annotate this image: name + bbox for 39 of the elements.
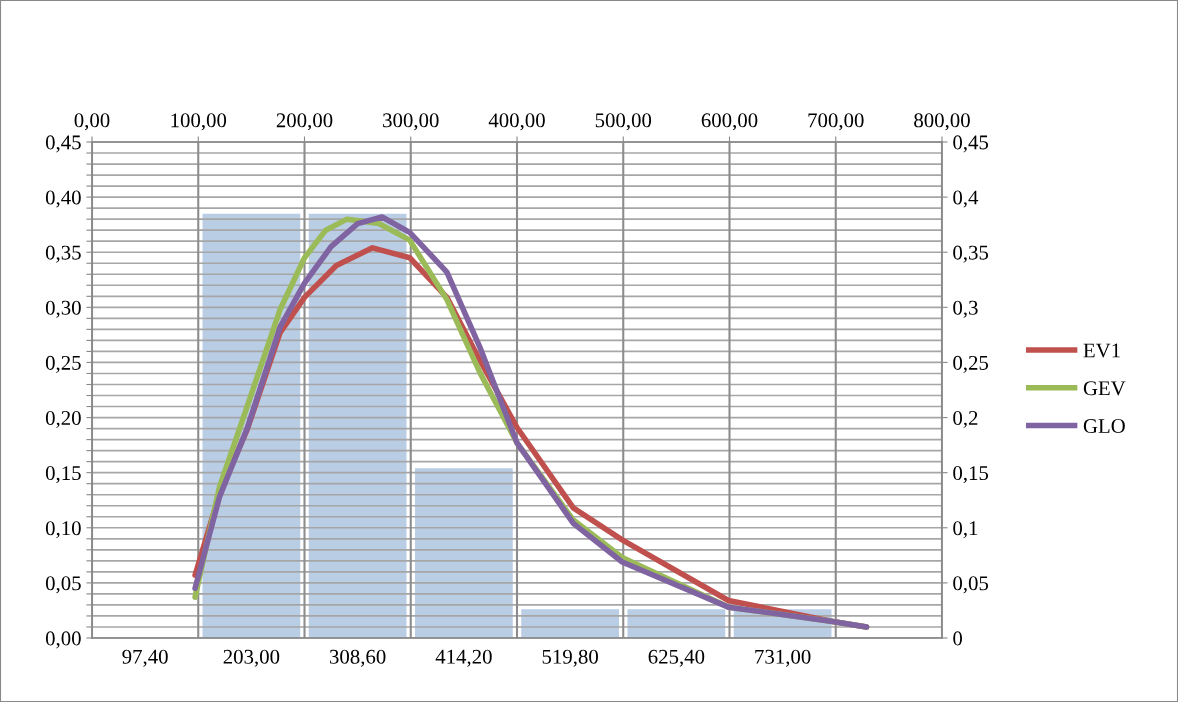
y2-tick-label: 0,1 [953, 521, 978, 539]
x2-tick-label: 700,00 [808, 113, 864, 131]
x-tick-label: 308,60 [329, 649, 386, 667]
y-tick-label: 0,10 [45, 521, 81, 539]
x2-tick-label: 100,00 [171, 113, 227, 131]
y2-tick-label: 0,25 [953, 355, 989, 373]
x-tick-label: 519,80 [542, 649, 598, 667]
y2-tick-label: 0,4 [953, 190, 979, 208]
x2-tick-label: 300,00 [383, 113, 439, 131]
x2-tick-label: 600,00 [701, 113, 758, 131]
y2-tick-label: 0 [953, 631, 963, 646]
x-tick-label: 625,40 [648, 649, 705, 667]
y-tick-label: 0,35 [45, 245, 81, 263]
x-tick-label: 97,40 [122, 649, 168, 667]
x2-tick-label: 0,00 [74, 113, 110, 131]
x2-tick-label: 400,00 [488, 113, 545, 131]
y2-tick-label: 0,2 [953, 410, 978, 428]
x-tick-label: 203,00 [223, 649, 280, 667]
x-tick-label: 731,00 [755, 649, 811, 667]
y-tick-label: 0,45 [45, 135, 81, 153]
x2-tick-label: 500,00 [595, 113, 652, 131]
y-tick-label: 0,15 [45, 466, 81, 484]
x2-tick-label: 800,00 [914, 113, 970, 131]
y2-tick-label: 0,05 [953, 576, 989, 594]
legend-label: GLO [1083, 419, 1125, 434]
y-tick-label: 0,05 [45, 576, 81, 594]
legend-label: GEV [1083, 381, 1126, 396]
y2-tick-label: 0,15 [953, 466, 989, 484]
y-tick-label: 0,40 [45, 190, 81, 208]
y2-tick-label: 0,35 [953, 245, 989, 263]
y-tick-label: 0,00 [45, 631, 81, 649]
y-tick-label: 0,25 [45, 355, 81, 373]
legend-label: EV1 [1083, 343, 1120, 358]
y2-tick-label: 0,3 [953, 300, 978, 318]
y-tick-label: 0,20 [45, 410, 81, 428]
x-tick-label: 414,20 [435, 649, 492, 667]
y2-tick-label: 0,45 [953, 135, 989, 153]
x2-tick-label: 200,00 [276, 113, 333, 131]
y-tick-label: 0,30 [45, 300, 81, 318]
